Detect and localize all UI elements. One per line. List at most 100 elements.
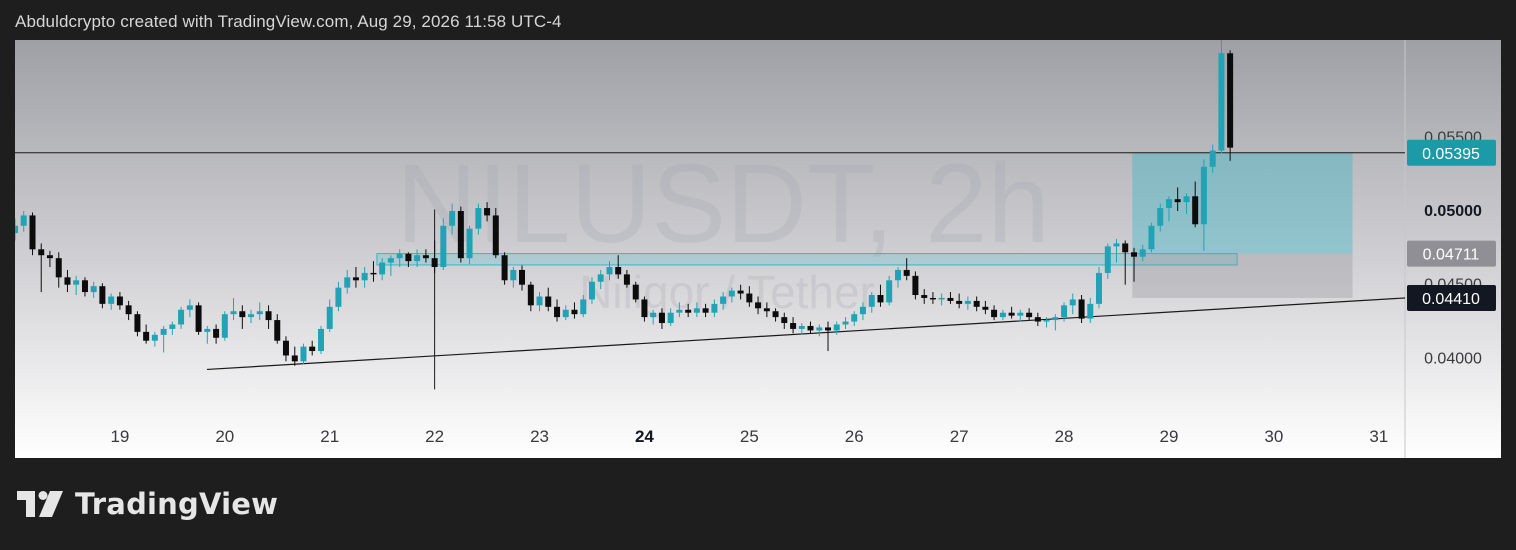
- date-tick-label: 24: [635, 427, 654, 446]
- candle-down: [352, 277, 359, 281]
- candle-up: [108, 296, 115, 304]
- price-tick-label: 0.05000: [1424, 203, 1482, 220]
- candle-down: [623, 274, 630, 285]
- candle-up: [396, 253, 403, 259]
- candle-up: [1061, 305, 1068, 318]
- date-tick-label: 19: [110, 427, 129, 446]
- candle-down: [29, 215, 36, 250]
- candle-down: [807, 325, 814, 331]
- candle-up: [1165, 199, 1172, 209]
- candle-up: [1218, 53, 1225, 151]
- candle-down: [431, 258, 438, 268]
- candle-up: [20, 215, 27, 226]
- date-tick-label: 27: [950, 427, 969, 446]
- candle-up: [798, 325, 805, 329]
- date-tick-label: 29: [1160, 427, 1179, 446]
- candle-down: [1131, 252, 1138, 257]
- chart-panel[interactable]: NILUSDT, 2h Niligor / Tether 0.05500 0.05…: [15, 40, 1501, 458]
- zones-layer: [376, 152, 1353, 298]
- candle-up: [414, 255, 421, 262]
- candle-down: [685, 309, 692, 313]
- candle-down: [64, 277, 71, 285]
- candle-down: [1026, 312, 1033, 318]
- tv-logo-icon: [17, 491, 63, 517]
- target-zone: [1132, 152, 1353, 254]
- candle-down: [195, 305, 202, 332]
- candle-up: [256, 311, 263, 315]
- candle-up: [938, 297, 945, 300]
- candle-up: [693, 308, 700, 313]
- candle-up: [1209, 150, 1216, 167]
- candle-down: [1122, 243, 1129, 253]
- candle-down: [274, 320, 281, 341]
- candle-down: [1192, 196, 1199, 225]
- candle-up: [466, 228, 473, 259]
- candle-up: [597, 274, 604, 282]
- candle-up: [580, 299, 587, 315]
- candle-up: [588, 281, 595, 300]
- candle-down: [781, 317, 788, 324]
- stop-zone: [1132, 253, 1353, 298]
- candle-up: [999, 312, 1006, 318]
- candle-down: [99, 286, 106, 304]
- candle-down: [763, 308, 770, 312]
- time-axis[interactable]: 19 20 21 22 23 24 25 26 27 28 29 30 31: [110, 427, 1388, 446]
- candle-up: [833, 324, 840, 331]
- candle-up: [650, 312, 657, 318]
- candle-down: [457, 210, 464, 259]
- date-tick-label: 20: [215, 427, 234, 446]
- candle-down: [282, 340, 289, 356]
- candle-up: [300, 346, 307, 362]
- candle-up: [361, 272, 368, 281]
- candle-down: [134, 314, 141, 332]
- candle-down: [519, 269, 526, 285]
- date-tick-label: 25: [740, 427, 759, 446]
- price-badge-label: 0.04410: [1422, 291, 1480, 308]
- price-badge-label: 0.04711: [1423, 247, 1480, 264]
- candle-up: [178, 309, 185, 325]
- price-badge: [1407, 139, 1496, 166]
- price-tick-label: 0.04000: [1424, 350, 1482, 367]
- candlestick-chart[interactable]: NILUSDT, 2h Niligor / Tether 0.055000.05…: [15, 40, 1501, 458]
- candle-down: [921, 295, 928, 298]
- candle-up: [1043, 320, 1050, 322]
- candle-up: [318, 328, 325, 352]
- candle-up: [720, 296, 727, 304]
- candle-up: [186, 305, 193, 310]
- candle-down: [929, 297, 936, 300]
- candle-up: [204, 328, 211, 332]
- candle-down: [1174, 199, 1181, 203]
- candle-up: [169, 324, 176, 329]
- candle-down: [658, 312, 665, 324]
- date-tick-label: 30: [1264, 427, 1283, 446]
- candle-down: [501, 255, 508, 281]
- ascending-trendline: [206, 297, 1406, 371]
- candle-up: [387, 258, 394, 263]
- candle-up: [606, 267, 613, 275]
- candle-up: [449, 210, 456, 226]
- candle-down: [46, 255, 53, 259]
- candle-down: [370, 272, 377, 275]
- candle-up: [230, 311, 237, 315]
- candle-down: [825, 327, 832, 331]
- candle-down: [213, 328, 220, 338]
- candle-down: [38, 249, 45, 256]
- candle-up: [562, 309, 569, 318]
- candle-up: [326, 306, 333, 329]
- candle-up: [1139, 249, 1146, 257]
- candle-up: [676, 309, 683, 313]
- candle-down: [903, 269, 910, 276]
- candle-down: [484, 208, 491, 216]
- candle-up: [1017, 312, 1024, 316]
- tradingview-logo[interactable]: TradingView: [17, 486, 278, 522]
- candle-up: [379, 262, 386, 275]
- watermark-name: Niligor / Tether: [579, 266, 875, 318]
- date-tick-label: 23: [530, 427, 549, 446]
- candle-up: [344, 277, 351, 288]
- candle-down: [991, 309, 998, 318]
- candle-up: [73, 280, 80, 285]
- candle-down: [405, 253, 412, 262]
- candle-down: [81, 280, 88, 293]
- candle-up: [859, 306, 866, 315]
- candle-up: [711, 303, 718, 313]
